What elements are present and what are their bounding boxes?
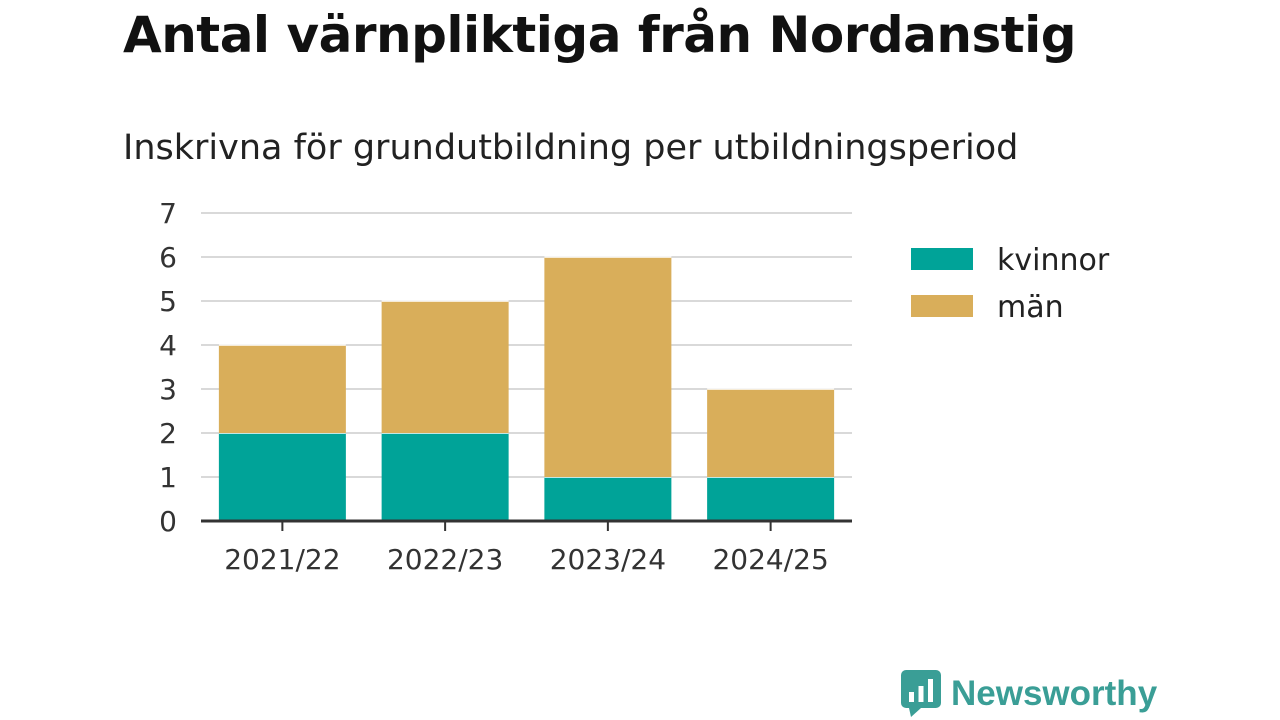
brand-logo: Newsworthy [901,670,1157,718]
y-tick-label: 6 [159,241,177,274]
chart-title: Antal värnpliktiga från Nordanstig [123,6,1077,64]
legend-label-män: män [997,290,1064,325]
brand-name: Newsworthy [951,674,1158,713]
newsworthy-logo-icon [901,670,941,717]
bar-kvinnor-2022-23 [381,433,509,521]
legend-swatch-män [911,295,973,317]
bar-kvinnor-2023-24 [544,477,672,521]
x-tick-label: 2022/23 [387,543,503,576]
bar-män-2021-22 [218,345,346,433]
y-tick-label: 5 [159,285,177,318]
bar-kvinnor-2021-22 [218,433,346,521]
legend: kvinnor män [911,243,1110,325]
bars [218,256,835,521]
y-tick-label: 0 [159,505,177,538]
y-tick-label: 3 [159,373,177,406]
legend-label-kvinnor: kvinnor [997,243,1110,278]
x-tick-label: 2021/22 [224,543,340,576]
bar-kvinnor-2024-25 [707,477,835,521]
bar-män-2024-25 [707,389,835,477]
bar-män-2023-24 [544,257,672,477]
bar-män-2022-23 [381,301,509,433]
chart-subtitle: Inskrivna för grundutbildning per utbild… [123,128,1019,168]
y-tick-label: 4 [159,329,177,362]
x-tick-label: 2024/25 [712,543,828,576]
y-tick-label: 2 [159,417,177,450]
y-tick-label: 7 [159,197,177,230]
axes: 0 1 2 3 4 5 6 7 2021/22 2022/23 2023/24 2024/25 [159,197,852,576]
legend-swatch-kvinnor [911,248,973,270]
x-tick-label: 2023/24 [550,543,666,576]
y-tick-label: 1 [159,461,177,494]
